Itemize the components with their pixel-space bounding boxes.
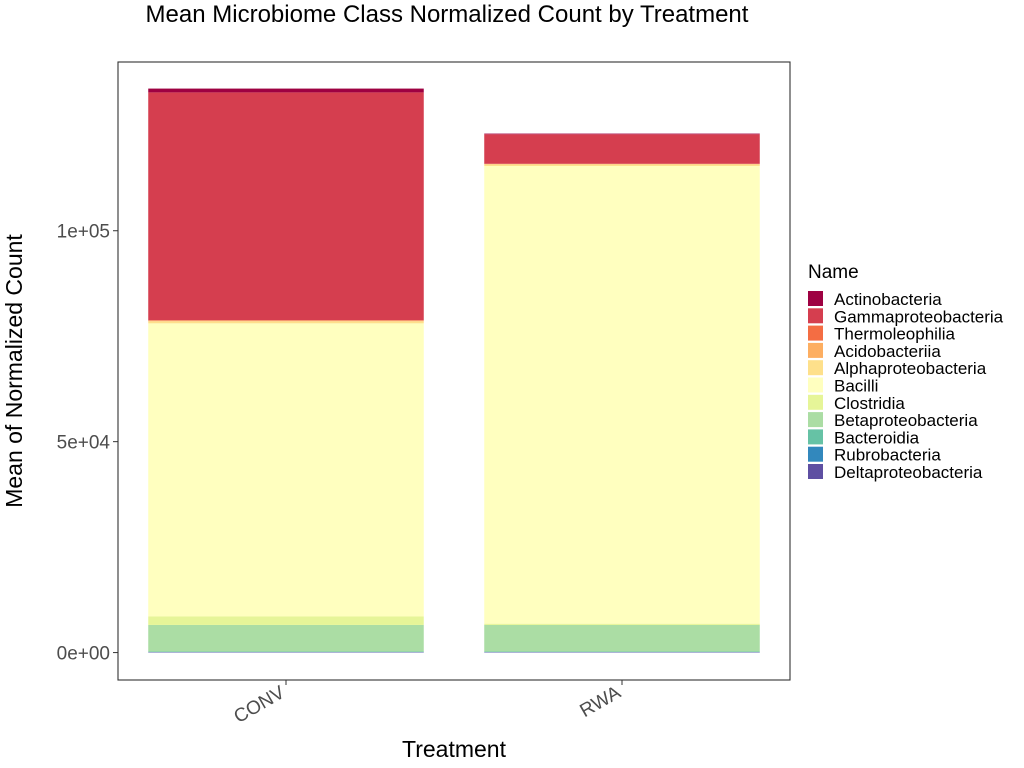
legend-swatch-thermoleophilia: [808, 325, 823, 341]
bar-segment-rwa-bacilli: [484, 165, 760, 624]
legend-swatch-acidobacteriia: [808, 342, 823, 358]
legend-label-clostridia: Clostridia: [834, 394, 905, 413]
chart-title: Mean Microbiome Class Normalized Count b…: [146, 1, 749, 28]
y-tick-label: 1e+05: [57, 222, 110, 243]
legend-label-bacteroidia: Bacteroidia: [834, 428, 920, 447]
y-axis-title: Mean of Normalized Count: [1, 234, 27, 508]
bar-segment-rwa-gammaproteobacteria: [484, 134, 760, 164]
legend-label-actinobacteria: Actinobacteria: [834, 290, 942, 309]
bar-segment-conv-gammaproteobacteria: [148, 92, 424, 321]
legend-swatch-clostridia: [808, 394, 823, 410]
legend: ActinobacteriaGammaproteobacteriaThermol…: [808, 290, 1004, 482]
legend-label-deltaproteobacteria: Deltaproteobacteria: [834, 463, 983, 482]
bar-segment-conv-acidobacteriia: [148, 320, 424, 322]
plot-panel-border: [117, 61, 791, 681]
legend-title: Name: [808, 262, 859, 283]
bar-segment-rwa-clostridia: [484, 623, 760, 625]
legend-label-alphaproteobacteria: Alphaproteobacteria: [834, 359, 987, 378]
legend-swatch-rubrobacteria: [808, 446, 823, 462]
y-axis: 0e+00 5e+04 1e+05: [57, 222, 118, 665]
x-axis: CONV RWA: [230, 680, 625, 728]
legend-label-betaproteobacteria: Betaproteobacteria: [834, 411, 978, 430]
bar-segment-conv-bacilli: [148, 323, 424, 617]
bar-segment-rwa-alphaproteobacteria: [484, 164, 760, 166]
bar-segment-conv-clostridia: [148, 616, 424, 625]
bar-segment-conv-alphaproteobacteria: [148, 321, 424, 324]
legend-label-bacilli: Bacilli: [834, 377, 878, 396]
bar-segment-conv-actinobacteria: [148, 88, 424, 93]
legend-swatch-alphaproteobacteria: [808, 360, 823, 376]
y-tick-label: 5e+04: [57, 433, 111, 454]
legend-label-rubrobacteria: Rubrobacteria: [834, 446, 941, 465]
x-axis-title: Treatment: [402, 736, 507, 762]
x-tick-label: RWA: [577, 682, 625, 722]
y-tick-label: 0e+00: [57, 644, 110, 665]
legend-label-gammaproteobacteria: Gammaproteobacteria: [834, 307, 1004, 326]
legend-swatch-actinobacteria: [808, 291, 823, 306]
x-tick-label: CONV: [230, 682, 288, 728]
legend-label-thermoleophilia: Thermoleophilia: [834, 325, 955, 344]
legend-label-acidobacteriia: Acidobacteriia: [834, 342, 941, 361]
bar-segment-conv-betaproteobacteria: [148, 624, 424, 652]
legend-swatch-gammaproteobacteria: [808, 308, 823, 324]
legend-swatch-deltaproteobacteria: [808, 464, 823, 479]
legend-swatch-betaproteobacteria: [808, 412, 823, 428]
bar-segment-rwa-betaproteobacteria: [484, 624, 760, 652]
bars-layer: [148, 88, 760, 653]
legend-swatch-bacilli: [808, 377, 823, 393]
bar-segment-rwa-actinobacteria: [484, 133, 760, 135]
legend-swatch-bacteroidia: [808, 429, 823, 445]
